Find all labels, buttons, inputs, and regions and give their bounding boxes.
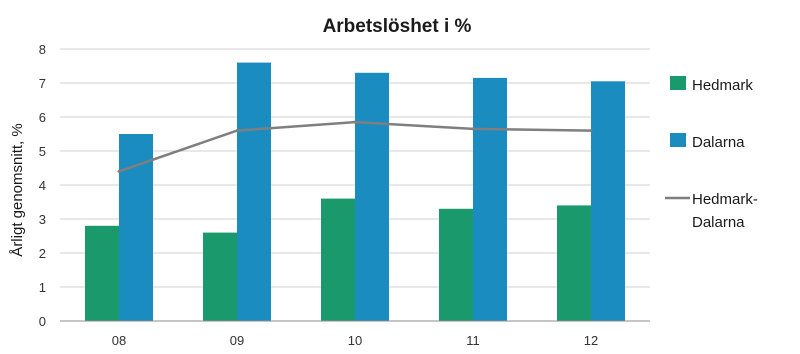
- legend-label: Hedmark: [692, 77, 753, 94]
- legend-swatch: [670, 76, 686, 90]
- y-tick-label: 4: [39, 178, 46, 193]
- x-tick-label: 09: [230, 333, 244, 348]
- y-tick-label: 5: [39, 144, 46, 159]
- bar-dalarna: [355, 72, 389, 321]
- line-point: [117, 169, 121, 173]
- bar-hedmark: [203, 232, 237, 321]
- x-tick-label: 12: [584, 333, 598, 348]
- line-point: [471, 127, 475, 131]
- y-axis-label: Årligt genomsnitt, %: [9, 123, 26, 256]
- x-tick-label: 11: [466, 333, 480, 348]
- x-tick-label: 08: [112, 333, 126, 348]
- y-tick-label: 3: [39, 212, 46, 227]
- bar-dalarna: [591, 81, 625, 321]
- bar-dalarna: [237, 62, 271, 321]
- y-tick-label: 1: [39, 280, 46, 295]
- legend-label: Hedmark-: [692, 191, 758, 208]
- legend-label: Dalarna: [692, 134, 745, 151]
- bar-hedmark: [557, 205, 591, 321]
- y-tick-label: 8: [39, 42, 46, 57]
- legend-swatch: [670, 133, 686, 147]
- y-axis: 0 1 2 3 4 5 6 7 8: [39, 42, 46, 329]
- x-axis: 08 09 10 11 12: [112, 333, 598, 348]
- bar-hedmark: [439, 208, 473, 321]
- line-point: [235, 129, 239, 133]
- bars: [85, 62, 625, 322]
- bar-dalarna: [473, 77, 507, 322]
- chart-title: Arbetslöshet i %: [323, 16, 472, 37]
- legend-label: Dalarna: [692, 214, 745, 231]
- y-tick-label: 2: [39, 246, 46, 261]
- line-point: [353, 120, 357, 124]
- y-tick-label: 7: [39, 76, 46, 91]
- y-tick-label: 6: [39, 110, 46, 125]
- legend: Hedmark Dalarna Hedmark- Dalarna: [665, 76, 758, 231]
- x-tick-label: 10: [348, 333, 362, 348]
- bar-hedmark: [321, 198, 355, 321]
- line-series: [117, 120, 593, 173]
- line-point: [589, 129, 593, 133]
- bar-hedmark: [85, 225, 119, 321]
- y-tick-label: 0: [39, 314, 46, 329]
